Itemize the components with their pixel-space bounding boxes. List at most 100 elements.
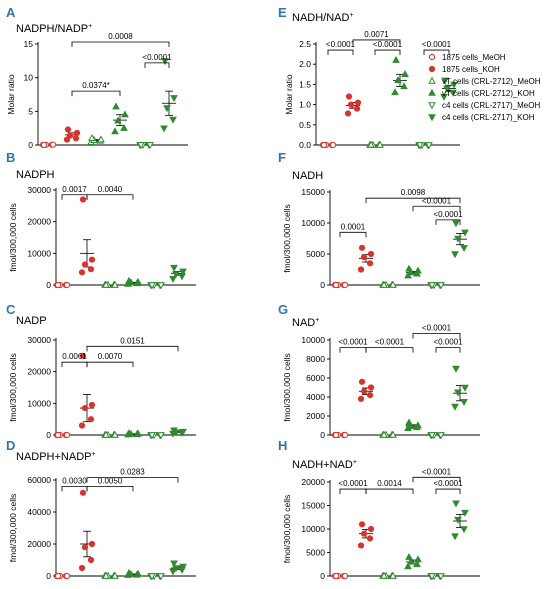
data-point xyxy=(449,89,457,97)
data-point xyxy=(367,384,375,391)
data-point xyxy=(73,129,81,136)
data-point xyxy=(111,280,119,288)
legend-item: 1875 cells_KOH xyxy=(428,65,500,74)
series-4 xyxy=(111,102,129,135)
y-tick-label: 2.5 xyxy=(299,39,311,49)
series-3 xyxy=(101,571,119,579)
y-tick-label: 8000 xyxy=(306,354,325,364)
p-value-label: <0.0001 xyxy=(338,338,368,347)
data-point xyxy=(111,430,119,438)
data-point xyxy=(451,533,459,541)
data-point xyxy=(353,105,361,112)
series-5 xyxy=(427,573,445,581)
panel-title: NADH+NAD+ xyxy=(292,459,357,471)
bracket-line xyxy=(435,219,461,225)
data-point xyxy=(81,404,89,412)
panel-letter: A xyxy=(6,5,16,20)
bracket-line xyxy=(339,231,367,238)
significance-bracket: <0.0001 xyxy=(365,338,414,353)
series-3 xyxy=(379,430,397,438)
data-point xyxy=(88,256,96,263)
y-tick-label: 0.5 xyxy=(299,120,311,130)
data-point xyxy=(450,81,458,89)
legend-item: c4 cells (CRL-2717)_MeOH xyxy=(428,101,540,110)
data-point xyxy=(357,542,365,549)
data-point xyxy=(416,142,424,150)
data-point xyxy=(460,245,468,253)
y-tick-label: 5 xyxy=(28,106,33,116)
data-point xyxy=(428,282,436,290)
series-6 xyxy=(160,58,178,133)
data-point xyxy=(380,280,388,288)
p-value-label: 0.0008 xyxy=(108,32,133,41)
series-3 xyxy=(101,430,119,438)
bracket-line xyxy=(412,332,461,339)
legend-label: 1875 cells_MeOH xyxy=(442,53,506,62)
y-axis-label: fmol/300,000 cells xyxy=(8,353,18,422)
p-value-label: <0.0001 xyxy=(338,479,368,488)
y-tick-label: 0 xyxy=(28,140,33,150)
y-tick-label: 0 xyxy=(320,430,325,440)
bracket-line xyxy=(86,485,134,492)
y-axis-label: fmol/300,000 cells xyxy=(8,203,18,272)
legend-marker xyxy=(428,53,436,61)
panel-title: NADP xyxy=(16,315,47,327)
y-axis-label: Molar ratio xyxy=(284,74,294,114)
data-point xyxy=(179,268,187,276)
data-point xyxy=(87,416,95,423)
panel-letter: B xyxy=(6,150,15,165)
data-point xyxy=(148,282,156,290)
legend-label: vT cells (CRL-2712)_MeOH xyxy=(442,77,541,86)
series-4 xyxy=(404,264,422,279)
data-point xyxy=(111,127,119,135)
series-2 xyxy=(344,93,362,117)
series-4 xyxy=(391,55,409,96)
p-value-label: <0.0001 xyxy=(422,40,452,49)
y-tick-label: 4000 xyxy=(306,392,325,402)
panel-title-main: NADH/NAD xyxy=(292,12,350,24)
y-tick-label: 30000 xyxy=(27,335,51,345)
significance-bracket: 0.0151 xyxy=(86,336,179,352)
data-point xyxy=(380,430,388,438)
panel-letter: E xyxy=(278,5,287,20)
data-point xyxy=(102,280,110,288)
data-point xyxy=(157,282,165,290)
p-value-label: <0.0001 xyxy=(373,40,403,49)
y-axis-label: fmol/300,000 cells xyxy=(282,204,292,273)
legend-marker xyxy=(428,88,436,96)
y-tick-label: 20000 xyxy=(301,477,325,487)
panel-title-sup: + xyxy=(92,451,96,458)
bracket-line xyxy=(86,194,134,200)
data-point xyxy=(437,282,445,290)
data-point xyxy=(172,565,180,573)
series-3 xyxy=(87,134,105,146)
significance-bracket: <0.0001 xyxy=(338,479,368,495)
panel-d: DNADPH+NADP+0200004000060000fmol/300,000… xyxy=(6,438,196,581)
data-point xyxy=(345,93,353,100)
data-point xyxy=(360,388,368,395)
data-point xyxy=(392,55,400,63)
data-point xyxy=(428,432,436,440)
data-point xyxy=(376,140,384,148)
data-point xyxy=(54,281,62,289)
p-value-label: 0.0001 xyxy=(341,222,366,231)
panel-title: NADPH/NADP+ xyxy=(16,23,92,35)
p-value-label: <0.0001 xyxy=(422,467,452,476)
data-point xyxy=(87,556,95,564)
series-4 xyxy=(124,429,142,438)
data-point xyxy=(134,429,142,437)
data-point xyxy=(389,571,397,579)
data-point xyxy=(63,572,71,580)
bracket-line xyxy=(61,361,88,368)
data-point xyxy=(437,432,445,440)
significance-bracket: 0.0071 xyxy=(352,30,401,45)
data-point xyxy=(367,250,375,258)
legend-item: c4 cells (CRL-2717)_KOH xyxy=(428,113,535,122)
bracket-line xyxy=(412,476,461,483)
data-point xyxy=(134,277,142,285)
data-point xyxy=(347,101,355,108)
series-1 xyxy=(53,572,71,580)
legend-item: vT cells (CRL-2712)_KOH xyxy=(428,88,535,98)
data-point xyxy=(81,261,89,268)
